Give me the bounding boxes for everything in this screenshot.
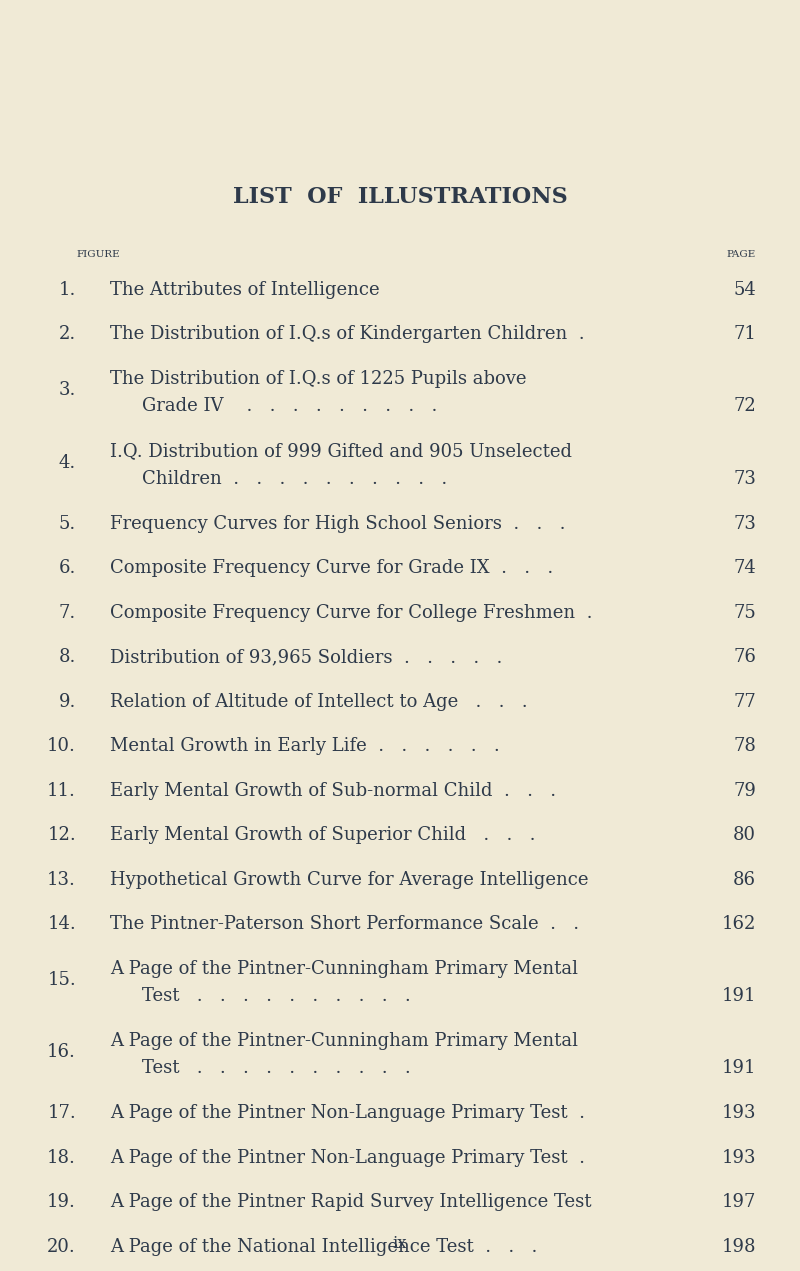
Text: FIGURE: FIGURE — [76, 249, 120, 259]
Text: A Page of the Pintner Non-Language Primary Test  .: A Page of the Pintner Non-Language Prima… — [110, 1104, 586, 1122]
Text: 4.: 4. — [58, 454, 76, 472]
Text: PAGE: PAGE — [726, 249, 756, 259]
Text: 20.: 20. — [47, 1238, 76, 1256]
Text: Grade IV    .   .   .   .   .   .   .   .   .: Grade IV . . . . . . . . . — [142, 398, 438, 416]
Text: Children  .   .   .   .   .   .   .   .   .   .: Children . . . . . . . . . . — [142, 470, 448, 488]
Text: A Page of the Pintner-Cunningham Primary Mental: A Page of the Pintner-Cunningham Primary… — [110, 960, 578, 977]
Text: The Distribution of I.Q.s of 1225 Pupils above: The Distribution of I.Q.s of 1225 Pupils… — [110, 370, 527, 388]
Text: Distribution of 93,965 Soldiers  .   .   .   .   .: Distribution of 93,965 Soldiers . . . . … — [110, 648, 502, 666]
Text: 11.: 11. — [47, 782, 76, 799]
Text: 2.: 2. — [58, 325, 76, 343]
Text: 6.: 6. — [58, 559, 76, 577]
Text: Relation of Altitude of Intellect to Age   .   .   .: Relation of Altitude of Intellect to Age… — [110, 693, 528, 710]
Text: 1.: 1. — [58, 281, 76, 299]
Text: 10.: 10. — [47, 737, 76, 755]
Text: 8.: 8. — [58, 648, 76, 666]
Text: 198: 198 — [722, 1238, 756, 1256]
Text: 86: 86 — [733, 871, 756, 888]
Text: 77: 77 — [734, 693, 756, 710]
Text: 5.: 5. — [58, 515, 76, 533]
Text: 73: 73 — [733, 515, 756, 533]
Text: The Distribution of I.Q.s of Kindergarten Children  .: The Distribution of I.Q.s of Kindergarte… — [110, 325, 585, 343]
Text: Mental Growth in Early Life  .   .   .   .   .   .: Mental Growth in Early Life . . . . . . — [110, 737, 500, 755]
Text: 15.: 15. — [47, 971, 76, 989]
Text: 18.: 18. — [47, 1149, 76, 1167]
Text: 3.: 3. — [58, 381, 76, 399]
Text: Composite Frequency Curve for College Freshmen  .: Composite Frequency Curve for College Fr… — [110, 604, 593, 622]
Text: 12.: 12. — [47, 826, 76, 844]
Text: I.Q. Distribution of 999 Gifted and 905 Unselected: I.Q. Distribution of 999 Gifted and 905 … — [110, 442, 573, 460]
Text: 72: 72 — [734, 398, 756, 416]
Text: 75: 75 — [734, 604, 756, 622]
Text: Test   .   .   .   .   .   .   .   .   .   .: Test . . . . . . . . . . — [142, 988, 411, 1005]
Text: 19.: 19. — [47, 1193, 76, 1211]
Text: 191: 191 — [722, 1060, 756, 1078]
Text: 193: 193 — [722, 1104, 756, 1122]
Text: 73: 73 — [733, 470, 756, 488]
Text: A Page of the Pintner-Cunningham Primary Mental: A Page of the Pintner-Cunningham Primary… — [110, 1032, 578, 1050]
Text: 14.: 14. — [47, 915, 76, 933]
Text: 76: 76 — [733, 648, 756, 666]
Text: Test   .   .   .   .   .   .   .   .   .   .: Test . . . . . . . . . . — [142, 1060, 411, 1078]
Text: 54: 54 — [734, 281, 756, 299]
Text: The Pintner-Paterson Short Performance Scale  .   .: The Pintner-Paterson Short Performance S… — [110, 915, 579, 933]
Text: 162: 162 — [722, 915, 756, 933]
Text: Early Mental Growth of Sub-normal Child  .   .   .: Early Mental Growth of Sub-normal Child … — [110, 782, 557, 799]
Text: Composite Frequency Curve for Grade IX  .   .   .: Composite Frequency Curve for Grade IX .… — [110, 559, 554, 577]
Text: Early Mental Growth of Superior Child   .   .   .: Early Mental Growth of Superior Child . … — [110, 826, 536, 844]
Text: 197: 197 — [722, 1193, 756, 1211]
Text: 79: 79 — [733, 782, 756, 799]
Text: The Attributes of Intelligence: The Attributes of Intelligence — [110, 281, 380, 299]
Text: 71: 71 — [733, 325, 756, 343]
Text: 193: 193 — [722, 1149, 756, 1167]
Text: 74: 74 — [734, 559, 756, 577]
Text: 17.: 17. — [47, 1104, 76, 1122]
Text: 191: 191 — [722, 988, 756, 1005]
Text: Hypothetical Growth Curve for Average Intelligence: Hypothetical Growth Curve for Average In… — [110, 871, 589, 888]
Text: 7.: 7. — [58, 604, 76, 622]
Text: 9.: 9. — [58, 693, 76, 710]
Text: Frequency Curves for High School Seniors  .   .   .: Frequency Curves for High School Seniors… — [110, 515, 566, 533]
Text: 16.: 16. — [47, 1043, 76, 1061]
Text: 13.: 13. — [47, 871, 76, 888]
Text: LIST  OF  ILLUSTRATIONS: LIST OF ILLUSTRATIONS — [233, 186, 567, 208]
Text: 78: 78 — [733, 737, 756, 755]
Text: ix: ix — [393, 1234, 407, 1252]
Text: A Page of the Pintner Non-Language Primary Test  .: A Page of the Pintner Non-Language Prima… — [110, 1149, 586, 1167]
Text: A Page of the Pintner Rapid Survey Intelligence Test: A Page of the Pintner Rapid Survey Intel… — [110, 1193, 592, 1211]
Text: A Page of the National Intelligence Test  .   .   .: A Page of the National Intelligence Test… — [110, 1238, 538, 1256]
Text: 80: 80 — [733, 826, 756, 844]
